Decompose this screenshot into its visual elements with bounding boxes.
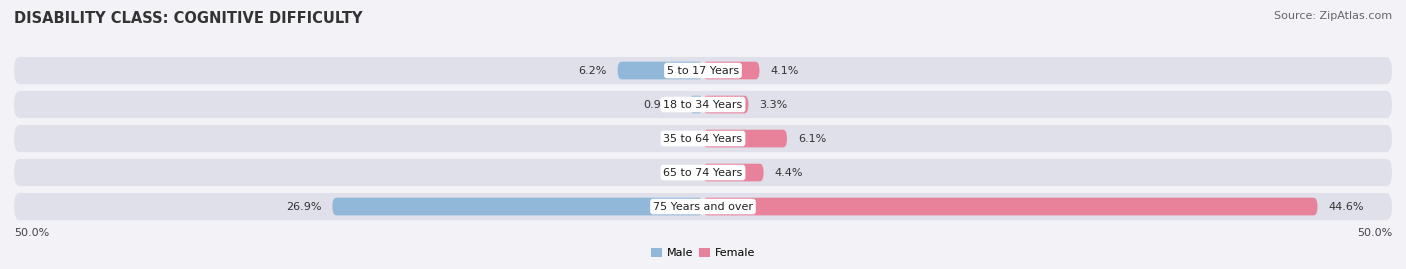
Legend: Male, Female: Male, Female — [647, 244, 759, 263]
FancyBboxPatch shape — [703, 198, 1317, 215]
Text: 4.1%: 4.1% — [770, 66, 799, 76]
Text: 4.4%: 4.4% — [775, 168, 803, 178]
FancyBboxPatch shape — [14, 57, 1392, 84]
FancyBboxPatch shape — [14, 159, 1392, 186]
Text: 65 to 74 Years: 65 to 74 Years — [664, 168, 742, 178]
FancyBboxPatch shape — [703, 62, 759, 79]
Text: 0.0%: 0.0% — [664, 133, 692, 144]
Text: 50.0%: 50.0% — [14, 228, 49, 238]
FancyBboxPatch shape — [617, 62, 703, 79]
FancyBboxPatch shape — [703, 164, 763, 181]
FancyBboxPatch shape — [14, 125, 1392, 152]
Text: 35 to 64 Years: 35 to 64 Years — [664, 133, 742, 144]
Text: 6.1%: 6.1% — [799, 133, 827, 144]
Text: 44.6%: 44.6% — [1329, 201, 1364, 211]
FancyBboxPatch shape — [689, 96, 703, 113]
Text: 0.98%: 0.98% — [643, 100, 679, 109]
FancyBboxPatch shape — [14, 193, 1392, 220]
Text: 75 Years and over: 75 Years and over — [652, 201, 754, 211]
Text: DISABILITY CLASS: COGNITIVE DIFFICULTY: DISABILITY CLASS: COGNITIVE DIFFICULTY — [14, 11, 363, 26]
Text: 3.3%: 3.3% — [759, 100, 787, 109]
Text: 18 to 34 Years: 18 to 34 Years — [664, 100, 742, 109]
Text: 50.0%: 50.0% — [1357, 228, 1392, 238]
FancyBboxPatch shape — [332, 198, 703, 215]
FancyBboxPatch shape — [14, 91, 1392, 118]
Text: 5 to 17 Years: 5 to 17 Years — [666, 66, 740, 76]
FancyBboxPatch shape — [703, 130, 787, 147]
Text: 6.2%: 6.2% — [578, 66, 606, 76]
Text: Source: ZipAtlas.com: Source: ZipAtlas.com — [1274, 11, 1392, 21]
FancyBboxPatch shape — [703, 96, 748, 113]
Text: 26.9%: 26.9% — [285, 201, 322, 211]
Text: 0.0%: 0.0% — [664, 168, 692, 178]
